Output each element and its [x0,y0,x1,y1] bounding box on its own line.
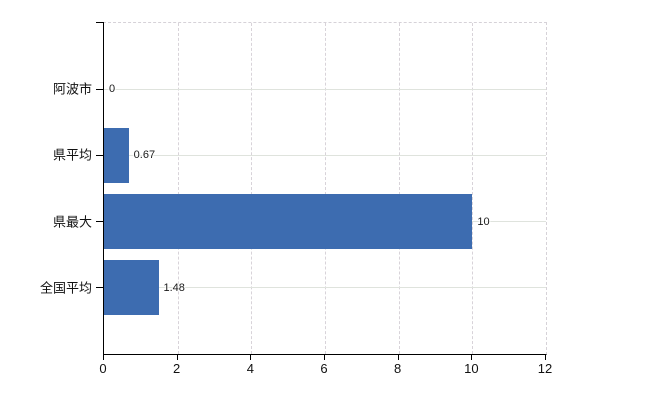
value-label: 10 [477,215,490,228]
x-axis-tick [176,354,178,360]
vertical-gridline [472,23,474,354]
x-axis-tick [545,354,546,360]
x-tick-label: 10 [464,361,479,376]
category-label: 全国平均 [39,280,92,296]
vertical-gridline [251,23,253,354]
x-axis-tick [324,354,325,360]
bar [104,127,129,183]
vertical-gridline [398,23,400,354]
category-label: 阿波市 [52,81,92,97]
horizontal-gridline [104,88,546,90]
vertical-gridline [325,23,326,354]
y-axis-tick [96,287,104,289]
x-tick-label: 12 [537,361,553,376]
vertical-gridline [177,23,179,354]
category-label: 県最大 [52,214,92,230]
x-axis-tick [250,354,252,360]
y-axis-top-tick [96,22,104,23]
x-tick-label: 8 [394,361,402,376]
category-label: 県平均 [52,147,92,163]
x-axis-tick [103,354,104,360]
x-tick-label: 6 [320,361,328,376]
y-axis-tick [96,88,104,90]
x-tick-label: 2 [173,361,181,376]
plot-area: 0 0.67 10 1.48 [96,22,547,360]
x-axis-tick [397,354,399,360]
y-axis-tick [96,221,104,223]
value-label: 0 [109,83,116,96]
x-tick-label: 4 [246,361,254,376]
value-label: 0.67 [133,149,156,162]
horizontal-gridline [104,154,546,156]
x-axis-tick [471,354,473,360]
bar [104,194,473,250]
x-tick-label: 0 [99,361,107,376]
y-axis-tick [96,154,104,156]
bar [104,260,159,316]
value-label: 1.48 [163,281,185,294]
horizontal-gridline [104,287,546,289]
